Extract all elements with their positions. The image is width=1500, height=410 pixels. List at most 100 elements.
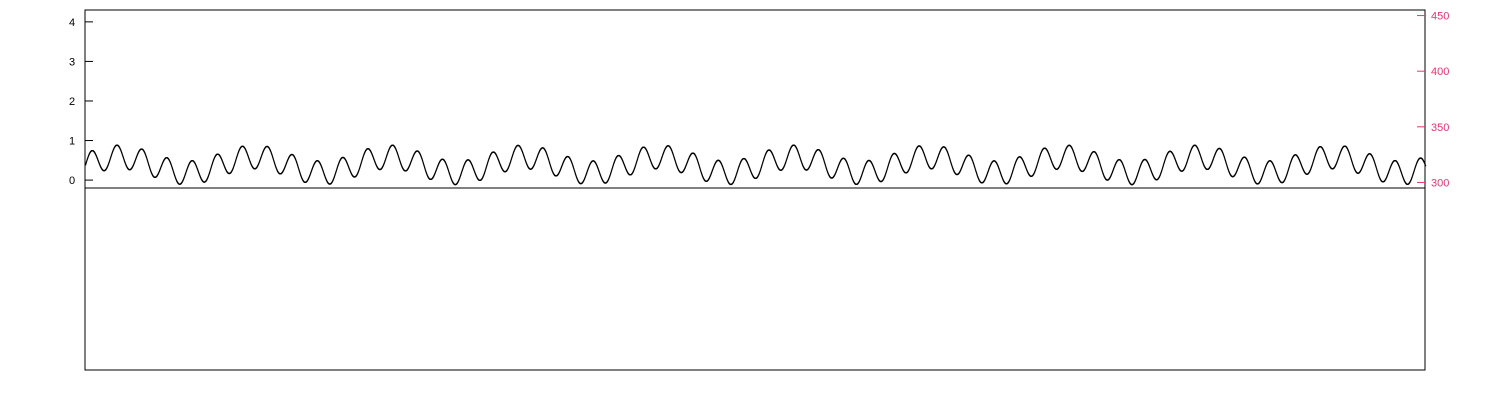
density-point [649,158,651,160]
density-point [723,171,726,173]
density-point [513,150,515,153]
density-point [161,162,163,165]
density-point [1388,169,1390,171]
density-point [912,155,915,158]
density-point [249,160,251,162]
density-point [622,161,624,163]
density-point [1276,174,1278,176]
density-point [921,149,924,151]
density-point [421,158,423,160]
density-point [677,167,679,169]
density-point [486,163,489,165]
density-point [1051,162,1053,164]
density-point [975,170,977,172]
density-point [85,163,87,165]
density-point [106,166,108,168]
density-point [722,166,724,168]
density-point [1339,153,1341,155]
density-point [737,167,740,169]
density-point [1413,170,1415,172]
density-point [1125,171,1127,174]
density-point [312,165,314,168]
y-left-tick-label: 2 [69,96,75,108]
density-point [950,161,952,164]
density-point [298,168,300,170]
density-point [482,175,484,178]
density-point [872,164,874,166]
density-point [1162,166,1164,168]
density-point [1301,165,1303,168]
density-point [475,174,477,176]
density-point [1036,163,1039,165]
density-point [1199,155,1202,157]
density-point [122,155,124,157]
density-point [334,173,336,175]
density-point [915,149,917,151]
density-point [710,174,712,176]
density-point [96,157,98,159]
density-point [86,157,89,160]
density-point [383,162,385,165]
density-point [384,159,386,162]
density-point [1097,157,1099,159]
density-point [1236,169,1239,171]
density-point [733,179,736,181]
density-point [1061,159,1063,161]
density-point [1039,155,1041,158]
density-point [236,156,238,159]
density-point [757,174,760,176]
density-point [87,155,89,157]
density-point [987,171,989,174]
density-point [801,162,803,164]
density-point [550,167,552,169]
density-point [437,163,440,165]
density-point [1238,164,1240,166]
density-point [985,176,987,178]
density-point [1277,177,1280,179]
density-point [211,163,213,166]
density-point [1261,177,1263,179]
density-point [300,175,302,177]
density-point [1309,168,1312,171]
density-point [923,152,925,154]
density-point [1236,170,1238,172]
density-point [1101,170,1103,172]
density-point [798,154,800,157]
density-point [362,156,364,158]
density-point [275,167,277,169]
density-point [1397,163,1399,165]
density-point [335,171,337,174]
density-point [222,161,224,163]
density-point [1402,177,1404,179]
density-point [1184,166,1186,168]
density-point [939,151,941,153]
density-point [736,170,739,172]
density-point [826,171,829,173]
density-point [295,159,297,161]
density-point [133,163,135,165]
density-point [436,167,438,170]
density-point [912,156,914,159]
density-point [224,166,226,168]
density-point [1121,162,1123,164]
density-point [663,149,666,152]
density-point [595,164,598,166]
density-point [1011,171,1013,174]
density-point [161,164,163,166]
density-point [798,153,800,156]
density-point [1223,156,1225,158]
density-point [309,174,311,176]
density-point [850,175,853,177]
density-point [946,151,949,153]
density-point [685,165,687,168]
density-point [624,166,626,168]
density-point [773,157,775,159]
density-point [172,169,174,171]
density-point [684,167,686,170]
density-point [836,169,838,171]
density-point [1135,177,1137,179]
density-point [697,160,699,162]
density-point [1096,155,1099,157]
density-point [1202,161,1204,164]
density-point [800,160,802,162]
